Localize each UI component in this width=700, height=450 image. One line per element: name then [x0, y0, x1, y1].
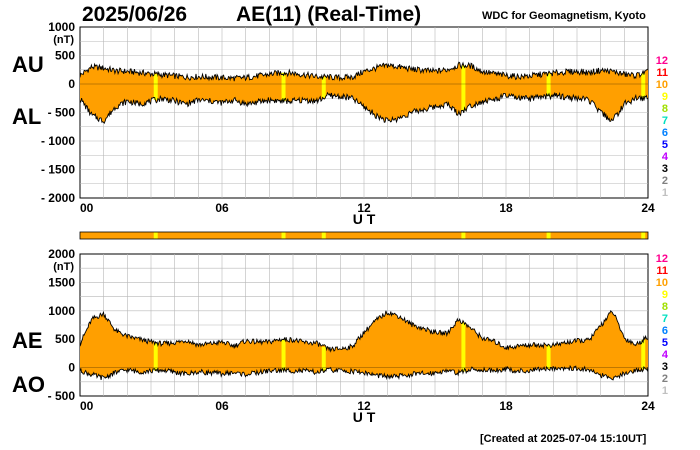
hour-legend-label: 9	[662, 91, 668, 103]
hour-legend-label: 8	[662, 103, 668, 115]
marker-bar	[641, 73, 646, 99]
status-strip-marker	[153, 232, 158, 239]
hour-legend-label: 10	[656, 277, 668, 289]
y-tick-label: 1000	[48, 304, 75, 318]
x-tick-label: 18	[499, 399, 513, 413]
panel-label-al: AL	[12, 104, 42, 129]
status-strip-marker	[281, 232, 286, 239]
panel-label-ao: AO	[12, 372, 45, 397]
status-strip-marker	[321, 232, 326, 239]
x-tick-label: 00	[80, 399, 94, 413]
hour-legend-label: 12	[656, 253, 668, 265]
y-tick-label: 1500	[48, 275, 75, 289]
hour-legend-label: 2	[662, 175, 668, 187]
panel-label-au: AU	[12, 52, 44, 77]
x-axis-label: U T	[353, 211, 376, 227]
hour-legend-label: 3	[662, 361, 668, 373]
organization-label: WDC for Geomagnetism, Kyoto	[482, 10, 646, 22]
hour-legend-label: 12	[656, 55, 668, 67]
date-title: 2025/06/26	[82, 3, 188, 26]
hour-legend-label: 11	[656, 265, 668, 277]
x-tick-label: 12	[357, 399, 371, 413]
y-tick-label: - 1000	[41, 134, 75, 148]
marker-bar	[153, 342, 158, 371]
marker-bar	[546, 345, 551, 369]
x-tick-label: 06	[215, 201, 229, 215]
x-tick-label: 12	[357, 201, 371, 215]
hour-legend-label: 4	[662, 349, 669, 361]
panel-label-ae: AE	[12, 328, 43, 353]
x-axis-label: U T	[353, 409, 376, 425]
marker-bar	[321, 76, 326, 98]
marker-bar	[461, 65, 466, 111]
y-tick-label: 0	[68, 77, 75, 91]
y-tick-label: - 500	[48, 389, 76, 403]
hour-legend-label: 2	[662, 373, 668, 385]
marker-bar	[281, 72, 286, 102]
hour-legend-label: 6	[662, 325, 668, 337]
hour-legend-label: 8	[662, 301, 668, 313]
panel-1	[79, 253, 649, 397]
y-tick-label: - 500	[48, 106, 76, 120]
hour-legend-label: 4	[662, 151, 669, 163]
status-strip	[79, 231, 649, 240]
x-tick-label: 06	[215, 399, 229, 413]
marker-bar	[461, 322, 466, 372]
x-tick-label: 18	[499, 201, 513, 215]
y-tick-label: 0	[68, 361, 75, 375]
x-tick-label: 24	[641, 201, 655, 215]
chart-main-title: AE(11) (Real-Time)	[236, 3, 422, 26]
area-fill	[80, 62, 648, 124]
hour-legend-label: 7	[662, 313, 668, 325]
series-line-ae	[79, 310, 649, 353]
hour-legend-label: 6	[662, 127, 668, 139]
y-unit-label: (nT)	[53, 34, 74, 46]
hour-legend-label: 7	[662, 115, 668, 127]
hour-legend-label: 5	[662, 337, 668, 349]
hour-legend-label: 10	[656, 79, 668, 91]
hour-legend-label: 11	[656, 67, 668, 79]
y-tick-label: - 1500	[41, 163, 75, 177]
hour-legend-label: 3	[662, 163, 668, 175]
y-tick-label: 500	[55, 49, 75, 63]
status-strip-marker	[546, 232, 551, 239]
created-timestamp: [Created at 2025-07-04 15:10UT]	[480, 433, 647, 445]
y-unit-label: (nT)	[53, 261, 74, 273]
hour-legend-label: 1	[662, 187, 668, 199]
marker-bar	[546, 73, 551, 97]
status-strip-marker	[641, 232, 646, 239]
marker-bar	[641, 339, 646, 370]
hour-legend-label: 5	[662, 139, 668, 151]
x-tick-label: 24	[641, 399, 655, 413]
status-strip-marker	[461, 232, 466, 239]
y-tick-label: 1000	[48, 20, 75, 34]
marker-bar	[281, 339, 286, 371]
marker-bar	[153, 74, 158, 100]
area-fill	[80, 310, 648, 380]
marker-bar	[321, 346, 326, 371]
y-tick-label: 2000	[48, 247, 75, 261]
x-tick-label: 00	[80, 201, 94, 215]
series-line-al	[79, 91, 649, 125]
series-line-au	[79, 61, 649, 82]
series-line-ao	[79, 364, 649, 381]
hour-legend-label: 1	[662, 385, 668, 397]
hour-legend-label: 9	[662, 289, 668, 301]
y-tick-label: - 2000	[41, 191, 75, 205]
panel-0	[79, 26, 649, 199]
y-tick-label: 500	[55, 332, 75, 346]
